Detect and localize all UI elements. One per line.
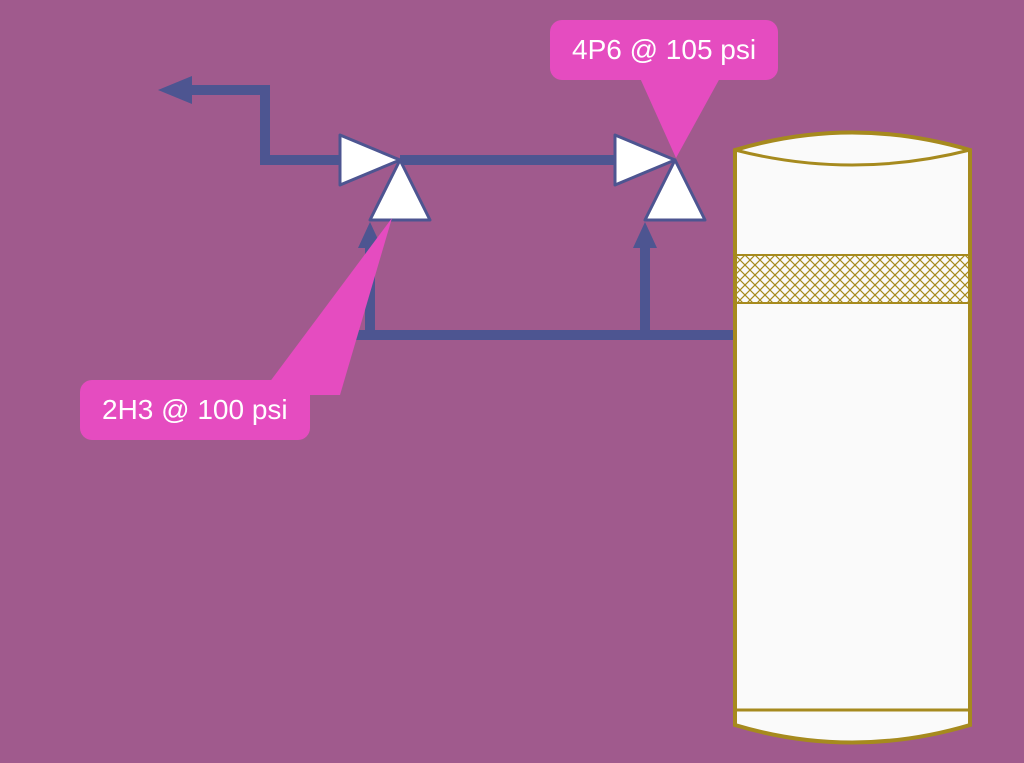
diagram-canvas: 4P6 @ 105 psi 2H3 @ 100 psi (0, 0, 1024, 763)
tank (735, 133, 970, 743)
process-diagram-svg (0, 0, 1024, 763)
tank-body (735, 133, 970, 743)
tank-packing-band (736, 255, 969, 303)
